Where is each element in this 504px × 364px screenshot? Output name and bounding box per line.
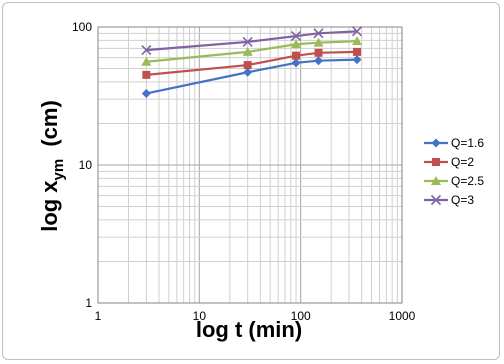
x-tick-label: 1000	[389, 309, 416, 323]
x-tick-label: 100	[291, 309, 311, 323]
series-layer	[141, 26, 363, 98]
data-point	[141, 45, 152, 56]
data-point	[141, 88, 151, 98]
legend-label: Q=2.5	[451, 174, 484, 188]
legend-label: Q=2	[451, 155, 474, 169]
tick-labels: 1 10 100 1000 1 10 100	[72, 20, 416, 323]
y-axis-title: log xym (cm)	[37, 100, 67, 232]
data-point	[242, 36, 253, 47]
legend-item: Q=2	[424, 155, 474, 169]
series-4	[141, 26, 363, 56]
plot-area-border	[97, 26, 403, 304]
series-3	[141, 36, 363, 66]
data-point	[242, 46, 253, 56]
x-axis-title: log t (min)	[196, 317, 302, 342]
data-point	[142, 70, 151, 79]
data-point	[314, 48, 323, 57]
data-point	[351, 26, 363, 37]
legend-label: Q=1.6	[451, 136, 484, 150]
legend-item: Q=3	[424, 193, 474, 207]
y-axis-title-subscript: ym	[50, 159, 67, 181]
legend-marker	[430, 194, 442, 206]
y-axis-title-space	[37, 153, 62, 159]
x-tick-label: 10	[193, 309, 207, 323]
y-axis-title-unit: (cm)	[37, 100, 62, 146]
data-point	[243, 67, 253, 77]
series-line	[146, 40, 358, 63]
data-point	[314, 56, 324, 66]
data-point	[353, 47, 362, 56]
legend-item: Q=2.5	[424, 174, 484, 188]
legend: Q=1.6 Q=2 Q=2.5 Q=3	[424, 136, 484, 207]
data-point	[290, 30, 302, 42]
data-point	[313, 28, 324, 39]
legend-item: Q=1.6	[424, 136, 484, 150]
y-axis-title-main: log x	[37, 180, 62, 232]
data-point	[141, 56, 152, 66]
data-point	[313, 37, 324, 47]
series-2	[142, 47, 362, 79]
legend-marker	[431, 138, 441, 148]
series-1	[141, 55, 362, 98]
legend-label: Q=3	[451, 193, 474, 207]
x-tick-label: 1	[95, 309, 102, 323]
data-point	[291, 39, 302, 49]
data-point	[352, 55, 362, 65]
data-point	[292, 51, 301, 60]
y-tick-label: 100	[72, 20, 92, 34]
data-point	[352, 36, 363, 46]
legend-marker	[431, 176, 441, 185]
svg-text:log xym (cm): log xym (cm)	[37, 100, 67, 232]
data-point	[291, 58, 301, 68]
data-point	[243, 61, 252, 70]
y-tick-label: 1	[85, 296, 92, 310]
legend-marker	[432, 158, 440, 166]
y-tick-label: 10	[79, 158, 93, 172]
